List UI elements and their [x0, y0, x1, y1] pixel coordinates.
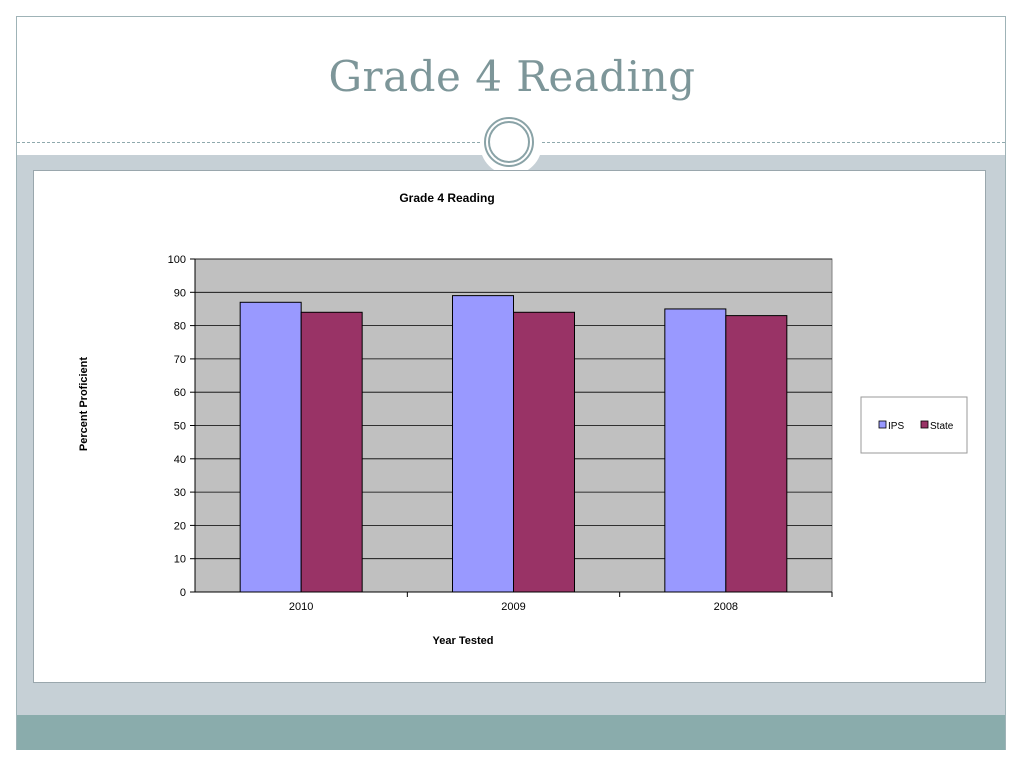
x-tick-label: 2008: [714, 601, 738, 613]
y-axis-title: Percent Proficient: [78, 357, 90, 451]
legend-label-state: State: [930, 421, 954, 432]
x-tick-label: 2009: [501, 601, 525, 613]
legend-label-ips: IPS: [888, 421, 904, 432]
bar-ips-2010: [239, 301, 302, 593]
ornament-ring-inner: [488, 121, 530, 163]
y-tick-label: 10: [174, 554, 186, 566]
y-tick-label: 60: [174, 387, 186, 399]
y-tick-label: 0: [180, 587, 186, 599]
slide-title: Grade 4 Reading: [328, 52, 696, 101]
y-tick-label: 50: [174, 421, 186, 433]
y-tick-label: 20: [174, 520, 186, 532]
bar-state-2008: [725, 315, 788, 593]
y-tick-label: 100: [168, 254, 186, 266]
bar-ips-2009: [452, 295, 514, 593]
bar-ips-2008: [664, 308, 727, 593]
bar-state-2010: [300, 311, 363, 593]
y-tick-label: 90: [174, 287, 186, 299]
y-tick-label: 70: [174, 354, 186, 366]
y-tick-label: 40: [174, 454, 186, 466]
x-tick-label: 2010: [289, 601, 313, 613]
chart-title: Grade 4 Reading: [399, 191, 494, 205]
y-tick-label: 80: [174, 321, 186, 333]
legend-swatch-ips: [878, 420, 887, 429]
y-tick-label: 30: [174, 487, 186, 499]
legend-swatch-state: [920, 420, 929, 429]
x-axis-title: Year Tested: [433, 635, 494, 647]
bar-state-2009: [513, 311, 575, 593]
footer-band: [17, 715, 1005, 750]
